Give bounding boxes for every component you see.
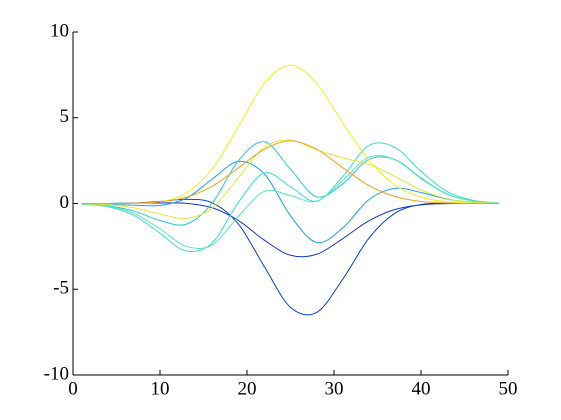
x-tick-label: 10 [151, 378, 170, 399]
series-line [81, 140, 500, 205]
x-tick-label: 30 [325, 378, 344, 399]
y-tick-label: 5 [60, 106, 70, 127]
y-tick-label: 10 [50, 20, 69, 41]
series-line [81, 141, 500, 226]
x-tick-label: 40 [412, 378, 431, 399]
series-line [81, 202, 500, 258]
x-tick-label: 20 [238, 378, 257, 399]
y-tick-label: -5 [53, 278, 69, 299]
x-tick-label: 0 [68, 378, 78, 399]
series-line [81, 154, 500, 249]
y-tick-label: -10 [44, 363, 69, 384]
series-line [81, 142, 500, 253]
series-line [81, 198, 500, 316]
series-line [81, 64, 500, 205]
series-line [81, 160, 500, 244]
series-line [81, 139, 500, 219]
y-tick-label: 0 [60, 192, 70, 213]
x-tick-label: 50 [499, 378, 518, 399]
